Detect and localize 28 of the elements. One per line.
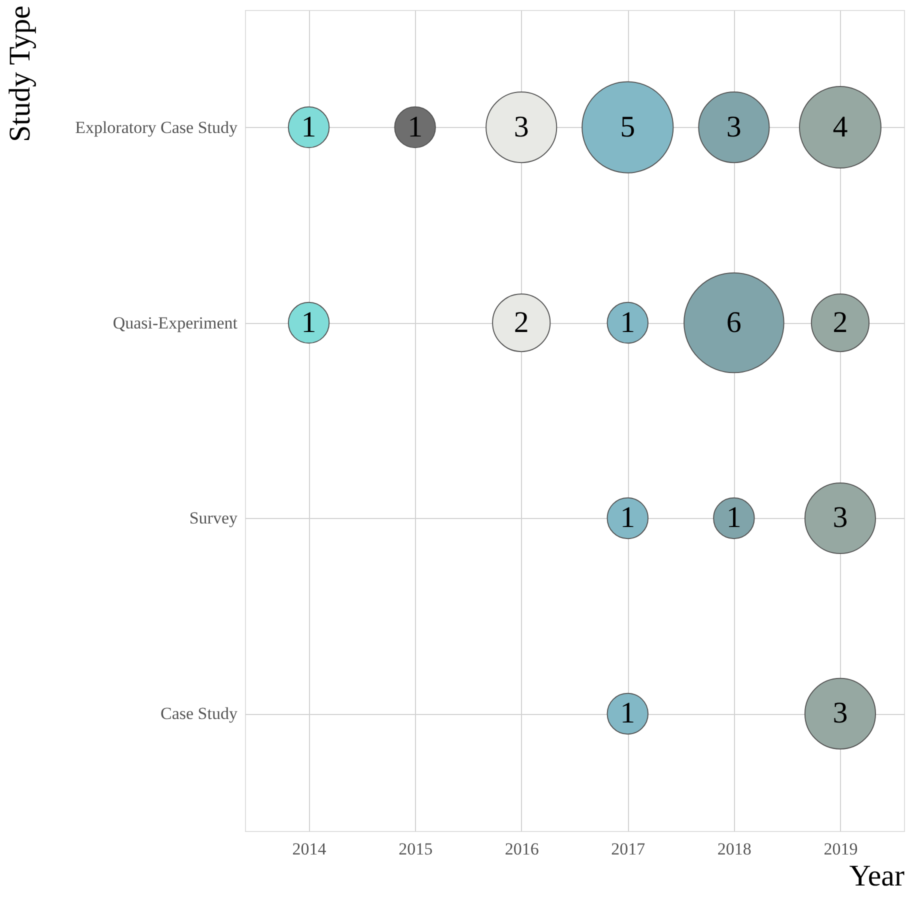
- data-label: 3: [726, 110, 742, 144]
- data-label: 1: [408, 110, 423, 144]
- data-label: 3: [832, 696, 848, 730]
- data-label: 1: [301, 306, 316, 339]
- data-label: 1: [620, 696, 636, 730]
- x-tick-label: 2015: [398, 840, 433, 858]
- y-axis-title: Study Type: [4, 6, 36, 142]
- data-label: 2: [832, 306, 848, 339]
- y-tick-label: Case Study: [160, 704, 238, 724]
- data-label: 2: [514, 306, 529, 339]
- x-tick-label: 2014: [292, 840, 327, 858]
- data-label: 1: [620, 306, 636, 339]
- data-label: 4: [832, 110, 848, 144]
- data-label: 1: [301, 110, 316, 144]
- x-tick-label: 2017: [611, 840, 646, 858]
- x-tick-label: 2016: [504, 840, 539, 858]
- x-tick-label: 2018: [717, 840, 752, 858]
- x-axis-title: Year: [849, 860, 904, 892]
- data-label: 6: [726, 306, 742, 339]
- data-label: 1: [620, 501, 636, 534]
- y-tick-label: Quasi-Experiment: [112, 313, 238, 332]
- y-tick-label: Exploratory Case Study: [75, 118, 238, 137]
- y-tick-label: Survey: [189, 508, 238, 528]
- data-label: 1: [726, 501, 742, 534]
- x-tick-label: 2019: [824, 840, 858, 858]
- data-label: 5: [620, 110, 636, 144]
- data-label: 3: [514, 110, 529, 144]
- data-label: 3: [832, 501, 848, 534]
